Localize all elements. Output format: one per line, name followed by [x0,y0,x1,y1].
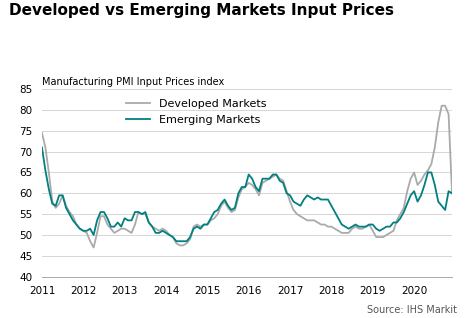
Text: Source: IHS Markit: Source: IHS Markit [367,305,457,315]
Emerging Markets [125,218,131,222]
Text: Manufacturing PMI Input Prices index: Manufacturing PMI Input Prices index [42,77,224,87]
Developed Markets [39,131,45,135]
Legend: Developed Markets, Emerging Markets: Developed Markets, Emerging Markets [121,94,271,129]
Developed Markets [153,227,158,231]
Line: Developed Markets: Developed Markets [42,106,452,247]
Developed Markets [91,245,96,249]
Developed Markets [439,104,445,107]
Emerging Markets [439,204,445,208]
Developed Markets [325,225,331,229]
Developed Markets [449,191,455,195]
Developed Markets [270,175,275,178]
Line: Emerging Markets: Emerging Markets [42,148,452,241]
Text: Developed vs Emerging Markets Input Prices: Developed vs Emerging Markets Input Pric… [9,3,394,18]
Developed Markets [442,104,448,107]
Developed Markets [129,231,134,235]
Emerging Markets [449,191,455,195]
Emerging Markets [173,239,179,243]
Emerging Markets [367,223,372,226]
Emerging Markets [150,225,155,229]
Developed Markets [367,223,372,226]
Emerging Markets [325,197,331,201]
Emerging Markets [270,173,275,176]
Emerging Markets [39,146,45,149]
